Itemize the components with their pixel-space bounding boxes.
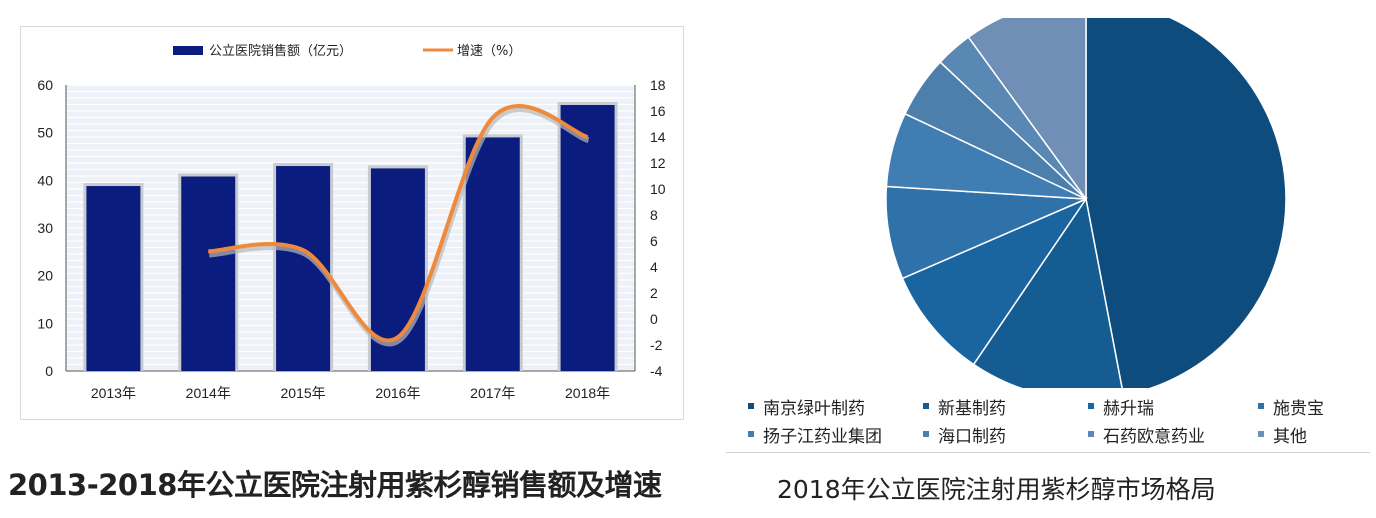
pie-chart: [885, 18, 1287, 388]
y2-tick-label: 10: [650, 181, 666, 197]
x-tick-label: 2015年: [281, 385, 326, 401]
pie-divider: [726, 452, 1370, 453]
legend-swatch: [1088, 431, 1094, 437]
legend-label: 赫升瑞: [1103, 398, 1154, 419]
y-tick-label: 60: [37, 77, 53, 93]
pie-legend-item: 其他: [1258, 423, 1368, 447]
legend-label: 新基制药: [938, 398, 1006, 419]
pie-legend: 南京绿叶制药 新基制药 赫升瑞 施贵宝扬子江药业集团 海口制药 石药欧意药业 其他: [748, 395, 1348, 447]
legend-swatch: [748, 403, 754, 409]
growth-line-shadow: [209, 106, 590, 347]
pie-slice: [972, 197, 1123, 388]
pie-chart-title: 2018年公立医院注射用紫杉醇市场格局: [777, 475, 1216, 504]
right-axis-ticks: -4 -2 0 2 4 6 8 10 12 14 16 18: [650, 77, 666, 379]
y2-tick-label: 12: [650, 155, 666, 171]
bar-line-chart-panel: 0 10 20 30 40 50 60 -4 -2 0 2 4 6 8 10 12 14 16 18 2013年 2…: [20, 26, 684, 420]
legend-label: 海口制药: [938, 426, 1006, 447]
pie-legend-item: 海口制药: [923, 423, 1088, 447]
legend-swatch: [748, 431, 754, 437]
y2-tick-label: -4: [650, 363, 663, 379]
legend-line-label: 增速（%）: [457, 44, 521, 59]
y2-tick-label: 6: [650, 233, 658, 249]
pie-slices: [885, 18, 1287, 388]
y-tick-label: 0: [45, 363, 53, 379]
legend-label: 扬子江药业集团: [763, 426, 882, 447]
growth-line: [208, 104, 589, 343]
legend-swatch: [923, 403, 929, 409]
y2-tick-label: 14: [650, 129, 666, 145]
bar-chart-title: 2013-2018年公立医院注射用紫杉醇销售额及增速: [8, 468, 662, 502]
legend-label: 其他: [1273, 426, 1307, 447]
pie-legend-item: 石药欧意药业: [1088, 423, 1258, 447]
bar: [560, 105, 615, 372]
pie-legend-item: 扬子江药业集团: [748, 423, 923, 447]
x-tick-label: 2018年: [565, 385, 610, 401]
pie-chart-panel: 南京绿叶制药 新基制药 赫升瑞 施贵宝扬子江药业集团 海口制药 石药欧意药业 其他: [724, 18, 1376, 454]
y2-tick-label: 8: [650, 207, 658, 223]
y2-tick-label: -2: [650, 337, 663, 353]
y-tick-label: 30: [37, 220, 53, 236]
legend-label: 施贵宝: [1273, 398, 1324, 419]
y2-tick-label: 18: [650, 77, 666, 93]
pie-legend-item: 施贵宝: [1258, 395, 1368, 419]
y-tick-label: 40: [37, 172, 53, 188]
y2-tick-label: 2: [650, 285, 658, 301]
legend-bar-label: 公立医院销售额（亿元）: [209, 43, 352, 59]
y-tick-label: 20: [37, 268, 53, 284]
y-tick-label: 10: [37, 315, 53, 331]
legend-swatch: [1258, 403, 1264, 409]
x-tick-label: 2016年: [375, 385, 420, 401]
pie-legend-item: 新基制药: [923, 395, 1088, 419]
y2-tick-label: 0: [650, 311, 658, 327]
pie-slice: [1085, 18, 1287, 388]
pie-slice: [901, 197, 1089, 366]
legend-bar-swatch: [173, 46, 203, 55]
legend-label: 石药欧意药业: [1103, 426, 1205, 447]
y2-tick-label: 4: [650, 259, 658, 275]
legend-label: 南京绿叶制药: [763, 398, 865, 419]
pie-slice: [967, 18, 1087, 202]
legend-swatch: [1088, 403, 1094, 409]
chart-legend: 公立医院销售额（亿元） 增速（%）: [149, 35, 541, 65]
x-axis-ticks: 2013年 2014年 2015年 2016年 2017年 2018年: [91, 385, 610, 401]
left-axis-ticks: 0 10 20 30 40 50 60: [37, 77, 53, 379]
line-series: [208, 104, 590, 347]
plot-area: [65, 84, 636, 372]
legend-swatch: [923, 431, 929, 437]
bar: [181, 176, 236, 371]
legend-swatch: [1258, 431, 1264, 437]
bar-series: [83, 102, 618, 372]
y-tick-label: 50: [37, 125, 53, 141]
pie-legend-item: 南京绿叶制药: [748, 395, 923, 419]
x-tick-label: 2014年: [186, 385, 231, 401]
y2-tick-label: 16: [650, 103, 666, 119]
bar: [86, 186, 141, 371]
pie-legend-item: 赫升瑞: [1088, 395, 1258, 419]
x-tick-label: 2017年: [470, 385, 515, 401]
x-tick-label: 2013年: [91, 385, 136, 401]
bar: [465, 137, 520, 371]
